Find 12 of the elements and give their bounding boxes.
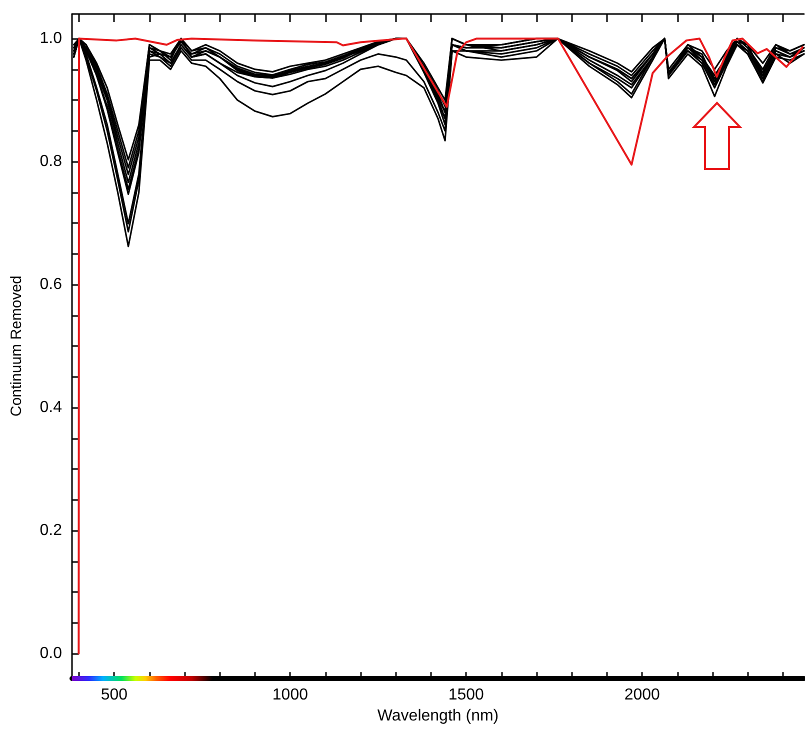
y-tick-label: 0.6 [40, 276, 62, 294]
y-tick-label: 0.4 [40, 399, 62, 416]
y-tick-label: 0.8 [40, 153, 62, 170]
y-axis-title: Continuum Removed [8, 276, 25, 417]
y-tick-label: 0.0 [40, 645, 62, 662]
x-tick-label: 1000 [272, 686, 308, 704]
x-tick-label: 2000 [624, 686, 660, 704]
y-tick-label: 0.2 [40, 522, 62, 540]
x-axis-title: Wavelength (nm) [377, 708, 499, 724]
x-tick-label: 1500 [448, 686, 484, 704]
y-tick-label: 1.0 [40, 30, 62, 48]
x-tick-label: 500 [100, 686, 128, 704]
